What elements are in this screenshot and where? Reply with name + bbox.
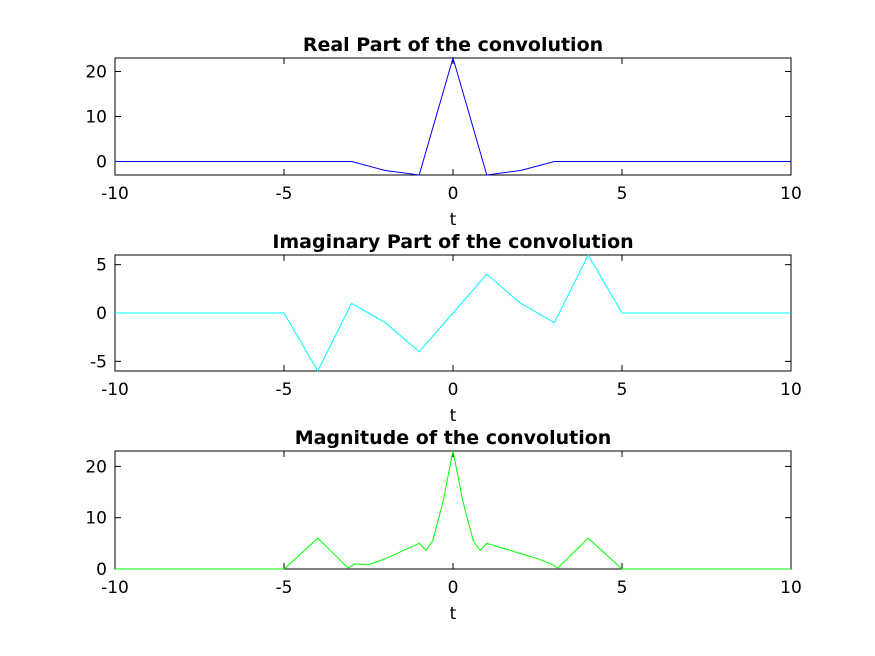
magnitude-axes-box bbox=[114, 450, 792, 570]
imaginary-part-xlabel: t bbox=[450, 406, 457, 426]
real-part-ytick-label: 0 bbox=[96, 153, 107, 173]
real-part-xtick-label: 5 bbox=[617, 184, 628, 204]
magnitude-xtick-label: 10 bbox=[780, 578, 802, 598]
imaginary-part-xtick-label: -10 bbox=[101, 380, 129, 400]
imaginary-part-xtick-label: -5 bbox=[276, 380, 293, 400]
magnitude-xtick-label: 5 bbox=[617, 578, 628, 598]
real-part-ytick-label: 20 bbox=[85, 63, 107, 83]
real-part-xlabel: t bbox=[450, 210, 457, 230]
real-part-xtick-label: -5 bbox=[276, 184, 293, 204]
real-part-title: Real Part of the convolution bbox=[303, 34, 603, 56]
magnitude-xtick-label: -10 bbox=[101, 578, 129, 598]
imaginary-part-xtick-label: 5 bbox=[617, 380, 628, 400]
imaginary-part-xtick-label: 10 bbox=[780, 380, 802, 400]
real-part-axes-box bbox=[114, 57, 792, 176]
real-part-xtick-label: -10 bbox=[101, 184, 129, 204]
imaginary-part-xtick-label: 0 bbox=[448, 380, 459, 400]
magnitude-xtick-label: -5 bbox=[276, 578, 293, 598]
magnitude-title: Magnitude of the convolution bbox=[295, 427, 612, 449]
magnitude-ytick-label: 0 bbox=[96, 560, 107, 580]
real-part-xtick-label: 10 bbox=[780, 184, 802, 204]
magnitude-subplot: Magnitude of the convolution t -10 -5 0 5 10… bbox=[85, 427, 801, 624]
real-part-subplot: Real Part of the convolution t -10 -5 0 5 10… bbox=[85, 34, 801, 230]
magnitude-xlabel: t bbox=[450, 604, 457, 624]
imaginary-part-ticks: -10 -5 0 5 10 -5 0 5 bbox=[90, 255, 802, 400]
imaginary-part-series-line bbox=[115, 253, 791, 373]
real-part-series-line bbox=[115, 56, 791, 176]
imaginary-part-ytick-label: 5 bbox=[96, 256, 107, 276]
imaginary-part-subplot: Imaginary Part of the convolution t -10-… bbox=[90, 231, 802, 426]
real-part-xtick-label: 0 bbox=[448, 184, 459, 204]
magnitude-ytick-label: 20 bbox=[85, 457, 107, 477]
magnitude-series-line bbox=[115, 450, 791, 570]
imaginary-part-ytick-label: 0 bbox=[96, 304, 107, 324]
real-part-ticks: -10 -5 0 5 10 0 10 20 bbox=[85, 58, 802, 204]
magnitude-xtick-label: 0 bbox=[448, 578, 459, 598]
magnitude-ytick-label: 10 bbox=[85, 509, 107, 529]
imaginary-part-title: Imaginary Part of the convolution bbox=[272, 231, 633, 253]
imaginary-part-ytick-label: -5 bbox=[90, 352, 107, 372]
magnitude-ticks: -10 -5 0 5 10 0 10 20 bbox=[85, 451, 802, 598]
real-part-ytick-label: 10 bbox=[85, 108, 107, 128]
